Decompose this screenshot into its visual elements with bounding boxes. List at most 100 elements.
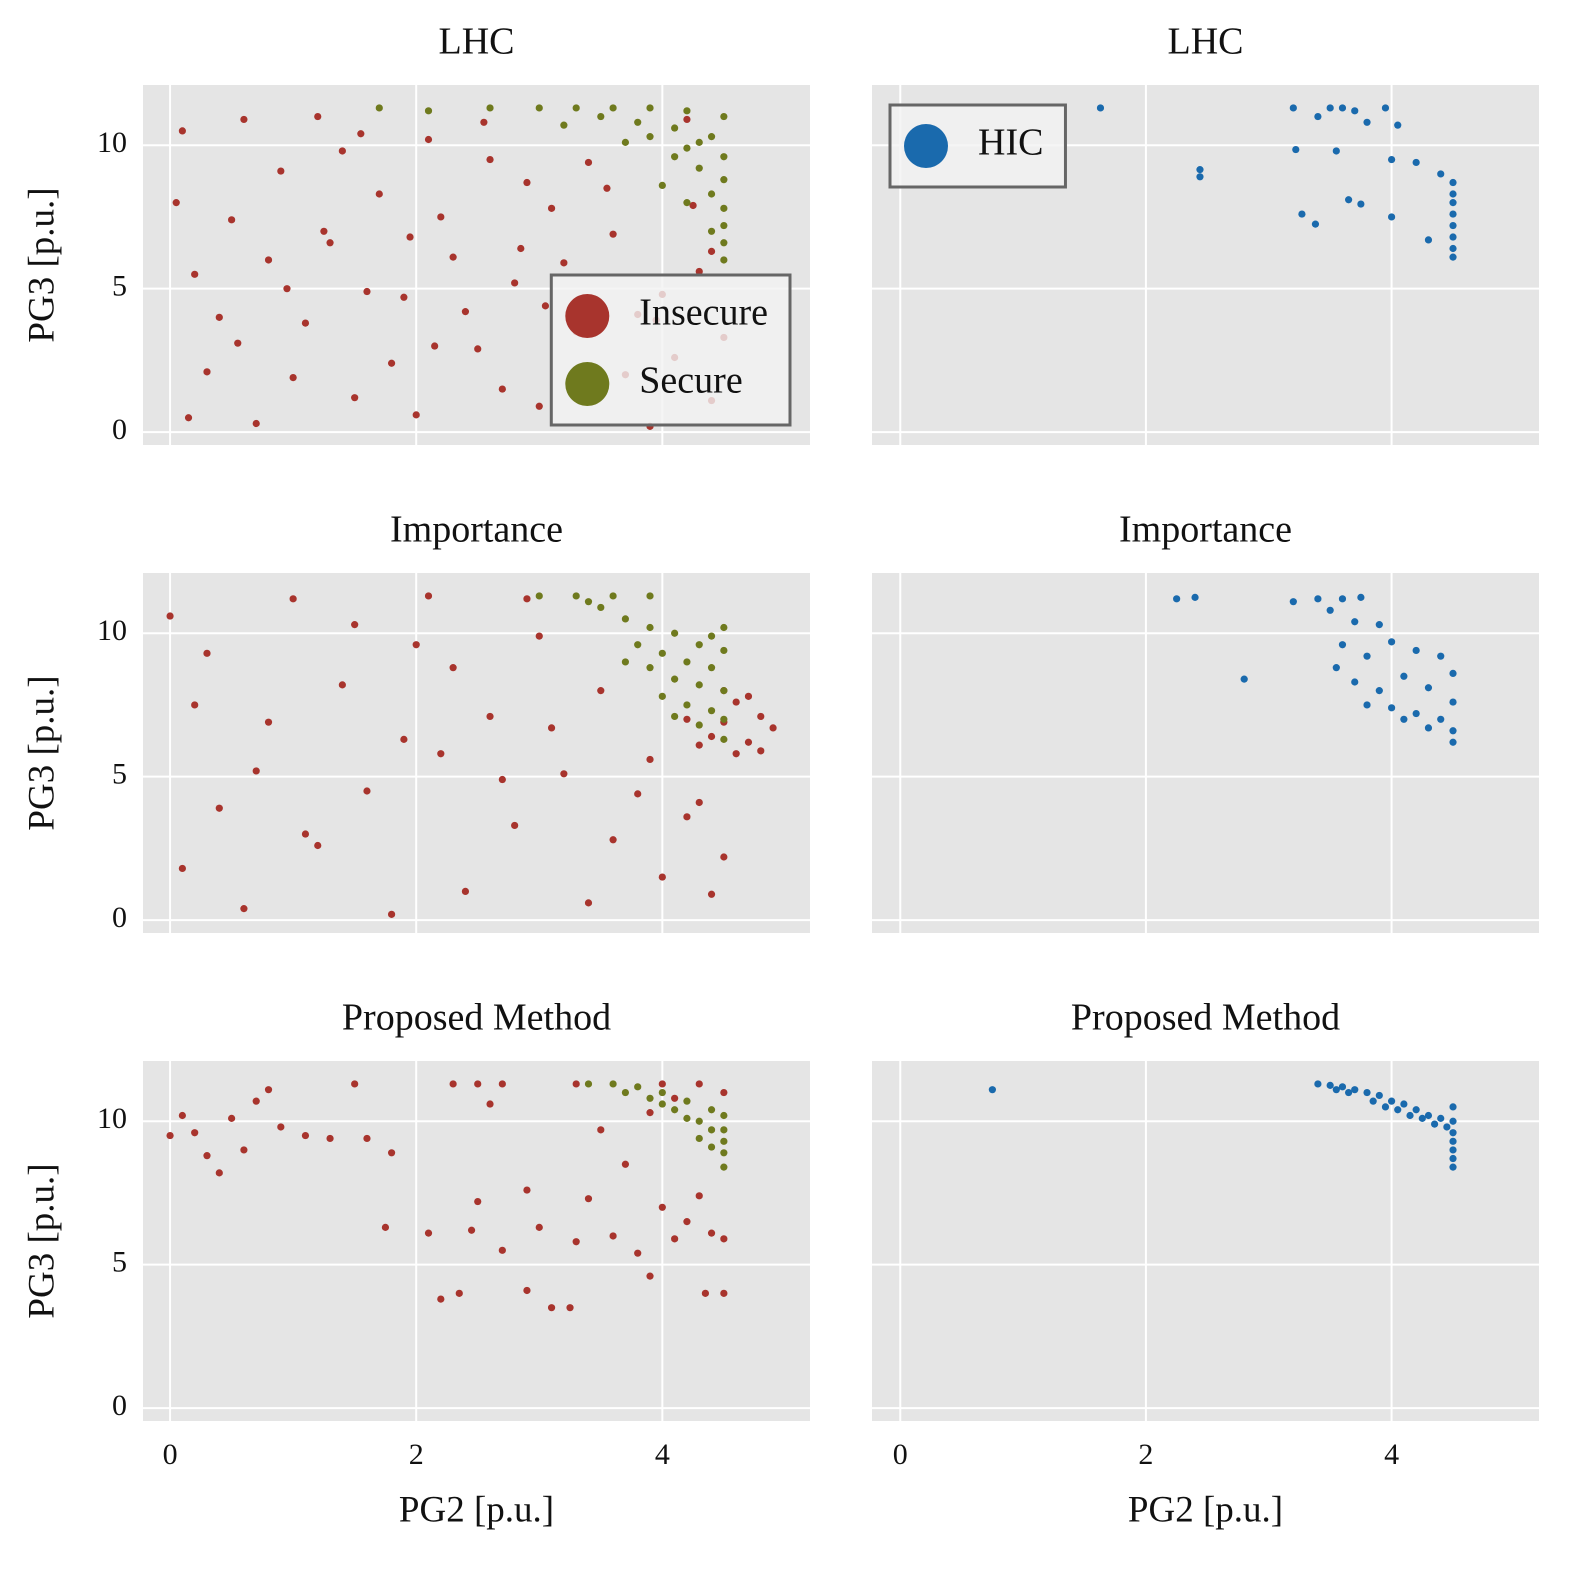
- scatter-point: [720, 646, 728, 655]
- scatter-point: [720, 204, 728, 212]
- x-tick-label: 2: [1138, 1438, 1153, 1471]
- scatter-point: [634, 641, 642, 649]
- scatter-point: [1449, 253, 1457, 261]
- scatter-point: [301, 319, 310, 327]
- scatter-point: [671, 675, 679, 683]
- plot-background: [872, 1061, 1539, 1421]
- scatter-point: [240, 905, 248, 913]
- scatter-point: [215, 1169, 223, 1177]
- scatter-point: [289, 595, 297, 603]
- scatter-point: [609, 592, 617, 600]
- scatter-point: [1292, 145, 1300, 154]
- scatter-point: [695, 267, 703, 276]
- scatter-point: [609, 836, 617, 844]
- scatter-point: [517, 244, 525, 253]
- scatter-point: [671, 712, 679, 721]
- scatter-point: [1449, 727, 1457, 735]
- scatter-point: [658, 1080, 666, 1088]
- scatter-point: [1173, 595, 1181, 603]
- scatter-point: [412, 411, 420, 419]
- scatter-point: [357, 130, 365, 138]
- scatter-point: [1375, 621, 1383, 629]
- scatter-point: [720, 853, 728, 861]
- scatter-point: [1338, 1083, 1347, 1091]
- scatter-point: [1449, 669, 1457, 677]
- scatter-point: [683, 144, 691, 152]
- scatter-point: [621, 138, 630, 146]
- scatter-point: [277, 167, 285, 175]
- scatter-point: [707, 227, 716, 235]
- scatter-point: [480, 118, 488, 126]
- scatter-point: [1289, 104, 1297, 112]
- x-tick-label: 4: [655, 1438, 670, 1471]
- scatter-point: [338, 147, 346, 155]
- scatter-point: [381, 1223, 390, 1231]
- scatter-point: [634, 1083, 642, 1091]
- scatter-point: [720, 735, 728, 743]
- scatter-point: [289, 373, 297, 382]
- x-tick-label: 2: [409, 1438, 424, 1471]
- scatter-point: [474, 1197, 482, 1206]
- scatter-point: [1240, 675, 1248, 683]
- scatter-point: [1096, 104, 1105, 112]
- scatter-point: [363, 287, 371, 296]
- scatter-point: [560, 259, 568, 267]
- scatter-point: [584, 158, 593, 167]
- scatter-point: [621, 1160, 630, 1168]
- scatter-point: [646, 664, 654, 672]
- scatter-point: [609, 1080, 617, 1088]
- scatter-point: [1449, 178, 1457, 187]
- scatter-point: [695, 798, 703, 807]
- scatter-point: [634, 1249, 642, 1257]
- scatter-point: [720, 239, 728, 247]
- scatter-point: [1449, 221, 1457, 230]
- scatter-point: [707, 732, 716, 741]
- scatter-point: [234, 339, 242, 347]
- scatter-point: [1338, 595, 1347, 603]
- scatter-point: [1449, 1146, 1457, 1154]
- scatter-point: [683, 1097, 691, 1105]
- scatter-point: [1449, 1129, 1457, 1137]
- scatter-point: [658, 1088, 666, 1097]
- scatter-point: [707, 664, 716, 672]
- scatter-point: [1449, 233, 1457, 241]
- scatter-point: [1387, 704, 1396, 712]
- scatter-point: [1437, 170, 1445, 178]
- scatter-point: [720, 687, 728, 695]
- scatter-point: [658, 649, 666, 657]
- scatter-point: [314, 841, 322, 850]
- scatter-point: [695, 741, 703, 749]
- scatter-point: [707, 632, 716, 640]
- scatter-point: [363, 1134, 371, 1143]
- legend-marker: [904, 124, 948, 168]
- legend: HIC: [888, 103, 1067, 189]
- scatter-point: [1449, 1117, 1457, 1125]
- scatter-point: [1449, 244, 1457, 253]
- scatter-point: [744, 738, 753, 746]
- legend-label: Insecure: [639, 292, 768, 334]
- x-axis-label: PG2 [p.u.]: [1128, 1489, 1283, 1530]
- scatter-point: [695, 138, 703, 146]
- scatter-point: [646, 1272, 654, 1280]
- scatter-point: [701, 1289, 709, 1297]
- scatter-point: [695, 1117, 703, 1125]
- scatter-point: [406, 233, 414, 241]
- scatter-point: [1351, 618, 1359, 626]
- scatter-point: [720, 1088, 728, 1097]
- scatter-point: [707, 1126, 716, 1134]
- scatter-point: [1338, 104, 1347, 112]
- scatter-point: [621, 658, 630, 666]
- scatter-point: [1196, 173, 1204, 181]
- scatter-point: [400, 293, 408, 301]
- scatter-point: [757, 747, 765, 755]
- scatter-point: [720, 1149, 728, 1157]
- scatter-point: [584, 598, 593, 606]
- scatter-point: [597, 603, 605, 612]
- scatter-point: [1363, 118, 1371, 126]
- scatter-point: [314, 112, 322, 121]
- scatter-point: [683, 1218, 691, 1226]
- scatter-point: [203, 368, 211, 376]
- scatter-point: [1338, 641, 1347, 649]
- scatter-point: [1406, 1111, 1414, 1120]
